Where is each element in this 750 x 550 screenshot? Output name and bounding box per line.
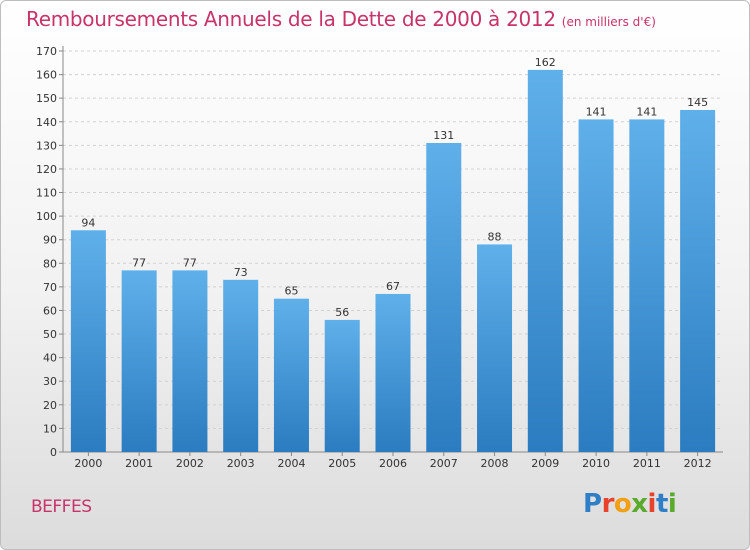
bars xyxy=(70,69,716,453)
logo-letter: P xyxy=(583,489,602,519)
x-tick-label: 2008 xyxy=(481,457,509,470)
y-tick-label: 20 xyxy=(43,399,57,412)
y-tick-label: 60 xyxy=(43,304,57,317)
x-tick-label: 2011 xyxy=(633,457,661,470)
y-tick-label: 50 xyxy=(43,328,57,341)
bar xyxy=(527,69,563,452)
data-label: 145 xyxy=(687,96,708,109)
data-label: 131 xyxy=(433,129,454,142)
bar xyxy=(375,293,411,452)
x-tick-label: 2004 xyxy=(277,457,305,470)
y-tick-label: 170 xyxy=(36,45,57,58)
bar xyxy=(477,244,513,452)
chart-title-unit: (en milliers d'€) xyxy=(561,15,656,29)
y-tick-label: 70 xyxy=(43,281,57,294)
y-tick-label: 0 xyxy=(50,446,57,459)
data-label: 73 xyxy=(234,266,248,279)
bar xyxy=(324,319,360,452)
y-tick-label: 30 xyxy=(43,375,57,388)
logo-letter: t xyxy=(655,489,668,519)
y-tick-label: 90 xyxy=(43,234,57,247)
bar xyxy=(426,142,462,452)
bar xyxy=(680,109,716,453)
commune-name: BEFFES xyxy=(31,497,92,517)
y-tick-label: 80 xyxy=(43,257,57,270)
y-tick-label: 100 xyxy=(36,210,57,223)
data-label: 67 xyxy=(386,280,400,293)
chart-title: Remboursements Annuels de la Dette de 20… xyxy=(26,7,656,31)
data-label: 141 xyxy=(586,105,607,118)
bar xyxy=(223,279,259,452)
x-tick-label: 2003 xyxy=(227,457,255,470)
logo-letter: i xyxy=(667,489,677,519)
bar xyxy=(70,230,106,452)
bar xyxy=(273,298,309,452)
x-tick-label: 2012 xyxy=(684,457,712,470)
x-tick-label: 2000 xyxy=(74,457,102,470)
data-label: 88 xyxy=(488,230,502,243)
data-label: 56 xyxy=(335,306,349,319)
x-tick-label: 2002 xyxy=(176,457,204,470)
x-tick-label: 2006 xyxy=(379,457,407,470)
bar xyxy=(629,119,665,452)
data-label: 77 xyxy=(132,256,146,269)
logo-letter: o xyxy=(613,489,632,519)
x-tick-label: 2005 xyxy=(328,457,356,470)
x-tick-label: 2009 xyxy=(531,457,559,470)
y-tick-label: 120 xyxy=(36,163,57,176)
chart-title-main: Remboursements Annuels de la Dette de 20… xyxy=(26,7,556,31)
logo-letter: x xyxy=(631,489,648,519)
data-label: 162 xyxy=(535,56,556,69)
data-label: 65 xyxy=(284,285,298,298)
y-tick-label: 130 xyxy=(36,139,57,152)
x-tick-label: 2007 xyxy=(430,457,458,470)
bar xyxy=(121,270,157,452)
y-tick-label: 150 xyxy=(36,92,57,105)
y-tick-label: 160 xyxy=(36,69,57,82)
logo-letter: r xyxy=(601,489,615,519)
bar xyxy=(578,119,614,452)
data-label: 77 xyxy=(183,256,197,269)
proxiti-logo: Proxiti xyxy=(583,489,677,519)
y-tick-label: 40 xyxy=(43,352,57,365)
x-tick-label: 2010 xyxy=(582,457,610,470)
y-tick-label: 140 xyxy=(36,116,57,129)
bar xyxy=(172,270,208,452)
data-label: 141 xyxy=(636,105,657,118)
x-tick-label: 2001 xyxy=(125,457,153,470)
labels: 0 10 20 30 40 50 60 70 80 90 100 110 120 130 140 150 160… xyxy=(36,45,712,470)
data-label: 94 xyxy=(81,216,95,229)
y-tick-label: 110 xyxy=(36,187,57,200)
logo-letter: i xyxy=(647,489,657,519)
y-tick-label: 10 xyxy=(43,422,57,435)
